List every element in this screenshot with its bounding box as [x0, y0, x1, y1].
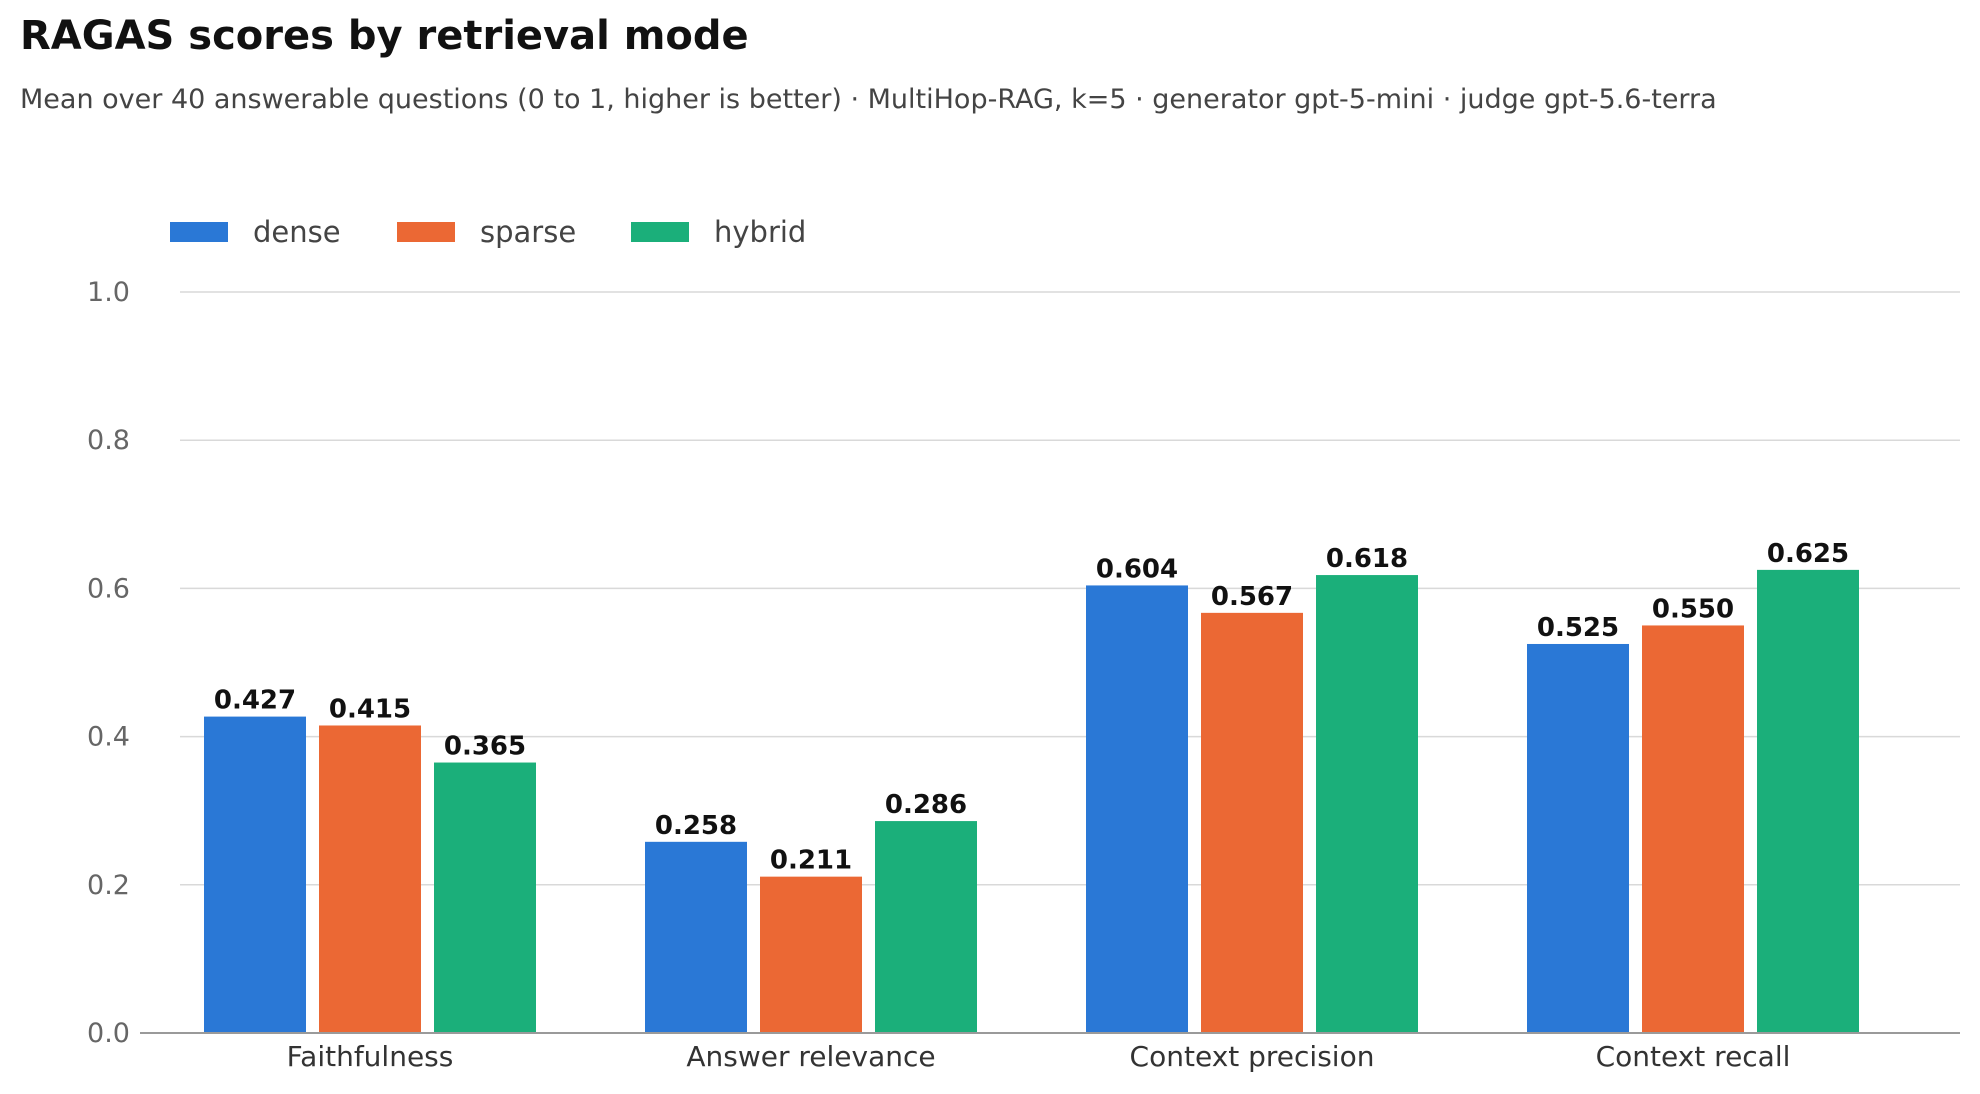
- y-tick-label: 0.4: [87, 722, 130, 753]
- legend: dense sparse hybrid: [170, 215, 806, 249]
- y-axis-ticks: 0.0 0.2 0.4 0.6 0.8 1.0: [87, 277, 130, 1049]
- value-label-dense-context-precision: 0.604: [1096, 554, 1178, 584]
- category-label-faithfulness: Faithfulness: [287, 1040, 454, 1073]
- legend-label-sparse: sparse: [480, 215, 576, 249]
- bar-dense-answer-relevance: [645, 841, 747, 1033]
- value-label-sparse-answer-relevance: 0.211: [770, 846, 852, 876]
- y-tick-label: 1.0: [87, 277, 130, 308]
- chart-subtitle: Mean over 40 answerable questions (0 to …: [20, 84, 1717, 115]
- x-axis-categories: Faithfulness Answer relevance Context prec…: [287, 1040, 1791, 1073]
- bar-dense-faithfulness: [204, 716, 306, 1033]
- value-label-sparse-context-recall: 0.550: [1652, 594, 1734, 624]
- value-label-sparse-context-precision: 0.567: [1211, 582, 1293, 612]
- chart-title: RAGAS scores by retrieval mode: [20, 13, 749, 59]
- category-label-context-precision: Context precision: [1130, 1040, 1375, 1073]
- bar-sparse-context-precision: [1201, 612, 1303, 1033]
- legend-swatch-dense: [170, 222, 228, 242]
- value-label-sparse-faithfulness: 0.415: [329, 694, 411, 724]
- bar-sparse-faithfulness: [319, 725, 421, 1033]
- value-label-dense-answer-relevance: 0.258: [655, 811, 737, 841]
- legend-item-hybrid: hybrid: [631, 215, 806, 249]
- value-label-hybrid-context-precision: 0.618: [1326, 544, 1408, 574]
- legend-item-sparse: sparse: [397, 215, 576, 249]
- category-label-answer-relevance: Answer relevance: [686, 1040, 935, 1073]
- y-tick-label: 0.0: [87, 1018, 130, 1049]
- value-labels: 0.427 0.415 0.365 0.258 0.211 0.286 0.604 0.567…: [214, 539, 1849, 876]
- bar-dense-context-precision: [1086, 585, 1188, 1033]
- legend-swatch-hybrid: [631, 222, 689, 242]
- value-label-hybrid-context-recall: 0.625: [1767, 539, 1849, 569]
- bar-sparse-context-recall: [1642, 625, 1744, 1033]
- y-tick-label: 0.2: [87, 870, 130, 901]
- legend-label-dense: dense: [253, 215, 341, 249]
- bar-hybrid-context-precision: [1316, 575, 1418, 1033]
- legend-label-hybrid: hybrid: [714, 215, 806, 249]
- bar-hybrid-faithfulness: [434, 762, 536, 1033]
- bar-sparse-answer-relevance: [760, 876, 862, 1033]
- bars: [204, 569, 1859, 1033]
- bar-hybrid-answer-relevance: [875, 821, 977, 1033]
- legend-swatch-sparse: [397, 222, 455, 242]
- bar-dense-context-recall: [1527, 643, 1629, 1033]
- value-label-hybrid-answer-relevance: 0.286: [885, 790, 967, 820]
- value-label-hybrid-faithfulness: 0.365: [444, 732, 526, 762]
- y-tick-label: 0.8: [87, 425, 130, 456]
- value-label-dense-faithfulness: 0.427: [214, 686, 296, 716]
- value-label-dense-context-recall: 0.525: [1537, 613, 1619, 643]
- category-label-context-recall: Context recall: [1596, 1040, 1791, 1073]
- legend-item-dense: dense: [170, 215, 341, 249]
- y-tick-label: 0.6: [87, 573, 130, 604]
- bar-hybrid-context-recall: [1757, 569, 1859, 1033]
